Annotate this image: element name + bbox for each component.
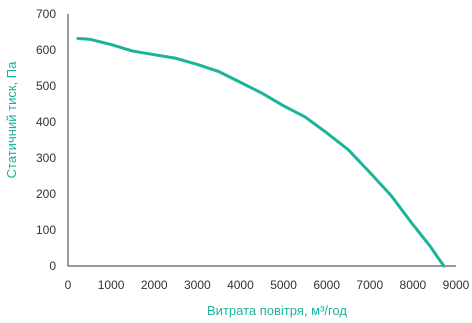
x-axis-title: Витрата повітря, м³/год — [207, 303, 347, 318]
x-tick-label: 1000 — [98, 278, 125, 292]
y-tick-label: 500 — [36, 79, 56, 93]
series-layer — [76, 36, 446, 268]
y-tick-label: 200 — [36, 187, 56, 201]
x-tick-label: 7000 — [356, 278, 383, 292]
x-tick-label: 2000 — [141, 278, 168, 292]
x-tick-label: 3000 — [184, 278, 211, 292]
x-tick-label: 9000 — [443, 278, 470, 292]
y-tick-label: 400 — [36, 115, 56, 129]
y-tick-label: 0 — [49, 259, 56, 273]
series-line — [76, 36, 446, 268]
x-tick-label: 6000 — [313, 278, 340, 292]
x-tick-label: 4000 — [227, 278, 254, 292]
y-tick-label: 300 — [36, 151, 56, 165]
x-tick-label: 5000 — [270, 278, 297, 292]
y-tick-labels: 0 100 200 300 400 500 600 700 — [36, 7, 56, 273]
x-tick-labels: 0 1000 2000 3000 4000 5000 6000 7000 8000 9000 — [65, 278, 470, 292]
y-tick-label: 600 — [36, 43, 56, 57]
x-tick-label: 8000 — [400, 278, 427, 292]
x-tick-label: 0 — [65, 278, 72, 292]
y-axis-title: Статичний тиск, Па — [4, 61, 19, 178]
y-tick-label: 100 — [36, 223, 56, 237]
y-tick-label: 700 — [36, 7, 56, 21]
